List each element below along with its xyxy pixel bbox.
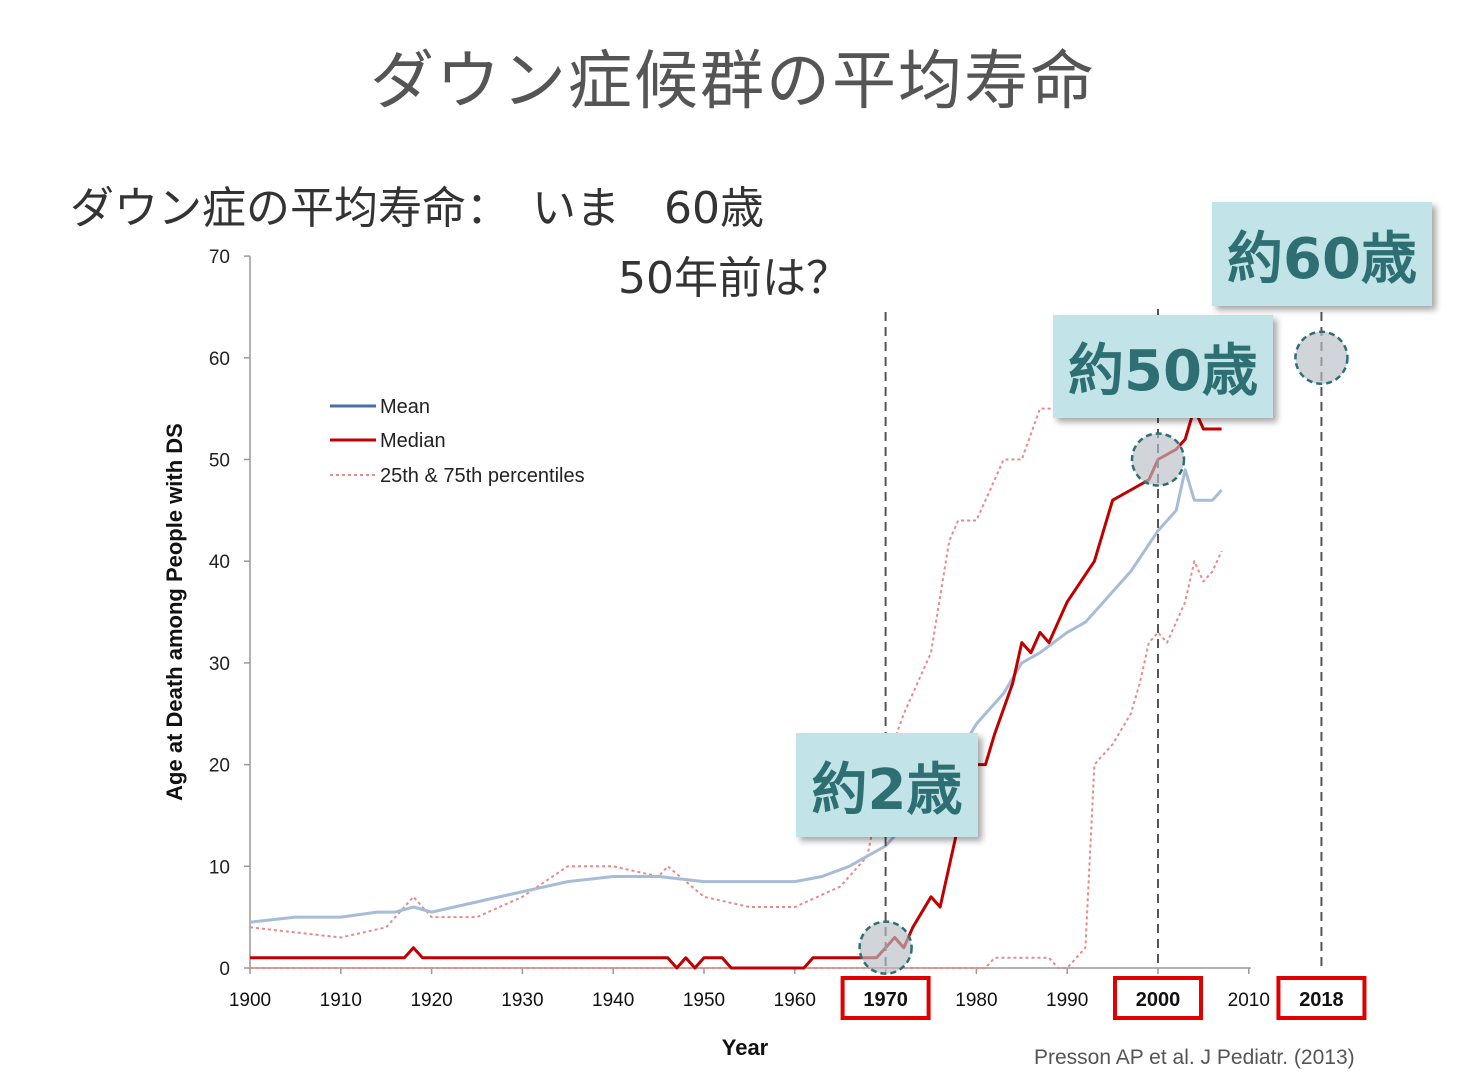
x-tick-label: 1990 xyxy=(1046,990,1088,1011)
series-median xyxy=(250,407,1222,970)
x-tick-label: 2000 xyxy=(1136,989,1181,1011)
legend-label: Median xyxy=(380,430,446,452)
x-tick-label: 2010 xyxy=(1228,990,1270,1011)
y-axis-label: Age at Death among People with DS xyxy=(162,423,187,801)
year-highlight-box-2018 xyxy=(1276,976,1367,1020)
x-tick-label: 1900 xyxy=(229,990,271,1011)
legend-label: 25th & 75th percentiles xyxy=(380,465,585,487)
y-tick-label: 10 xyxy=(209,857,230,878)
x-tick-label: 1910 xyxy=(320,990,362,1011)
y-tick-label: 60 xyxy=(209,349,230,370)
marker-circle-2000 xyxy=(1130,432,1186,487)
y-tick-label: 50 xyxy=(209,451,230,472)
year-highlight-box-2000 xyxy=(1113,976,1203,1020)
series-p25 xyxy=(250,550,1223,969)
x-tick-label: 2018 xyxy=(1299,989,1344,1011)
series-mean xyxy=(249,468,1223,924)
legend-label: Mean xyxy=(380,396,430,418)
x-tick-label: 1950 xyxy=(683,990,725,1011)
series-p75 xyxy=(249,357,1096,939)
slide-title: ダウン症候群の平均寿命 xyxy=(370,45,1096,119)
y-tick-label: 30 xyxy=(209,654,230,675)
x-tick-label: 1960 xyxy=(774,990,816,1011)
question-line-2: 50年前は？ xyxy=(618,253,850,304)
chart-annotations xyxy=(840,308,1367,1020)
question-line-1: ダウン症の平均寿命： いま 60歳 xyxy=(70,183,764,234)
callout-1970: 約2歳 xyxy=(796,733,978,837)
y-tick-label: 40 xyxy=(209,552,230,573)
x-tick-label: 1980 xyxy=(955,990,997,1011)
x-axis-label: Year xyxy=(722,1035,769,1060)
x-tick-label: 1970 xyxy=(863,989,908,1011)
marker-circle-2018 xyxy=(1294,330,1349,386)
year-highlight-box-1970 xyxy=(840,976,931,1020)
callout-2000: 約50歳 xyxy=(1053,315,1273,418)
y-tick-label: 0 xyxy=(219,959,230,980)
callout-2018: 約60歳 xyxy=(1212,202,1432,306)
x-tick-label: 1920 xyxy=(410,990,452,1011)
x-tick-label: 1930 xyxy=(501,990,543,1011)
chart-legend: Mean Median 25th & 75th percentiles xyxy=(330,396,585,487)
y-tick-label: 70 xyxy=(209,247,230,268)
marker-circle-1970 xyxy=(858,920,913,975)
x-tick-label: 1940 xyxy=(592,990,634,1011)
chart-axes: 0 10 20 30 40 50 60 70 1900 1910 1920 1930 1940 1950 1… xyxy=(209,247,1344,1011)
y-tick-label: 20 xyxy=(209,756,230,777)
citation: Presson AP et al. J Pediatr. (2013) xyxy=(1034,1046,1355,1069)
